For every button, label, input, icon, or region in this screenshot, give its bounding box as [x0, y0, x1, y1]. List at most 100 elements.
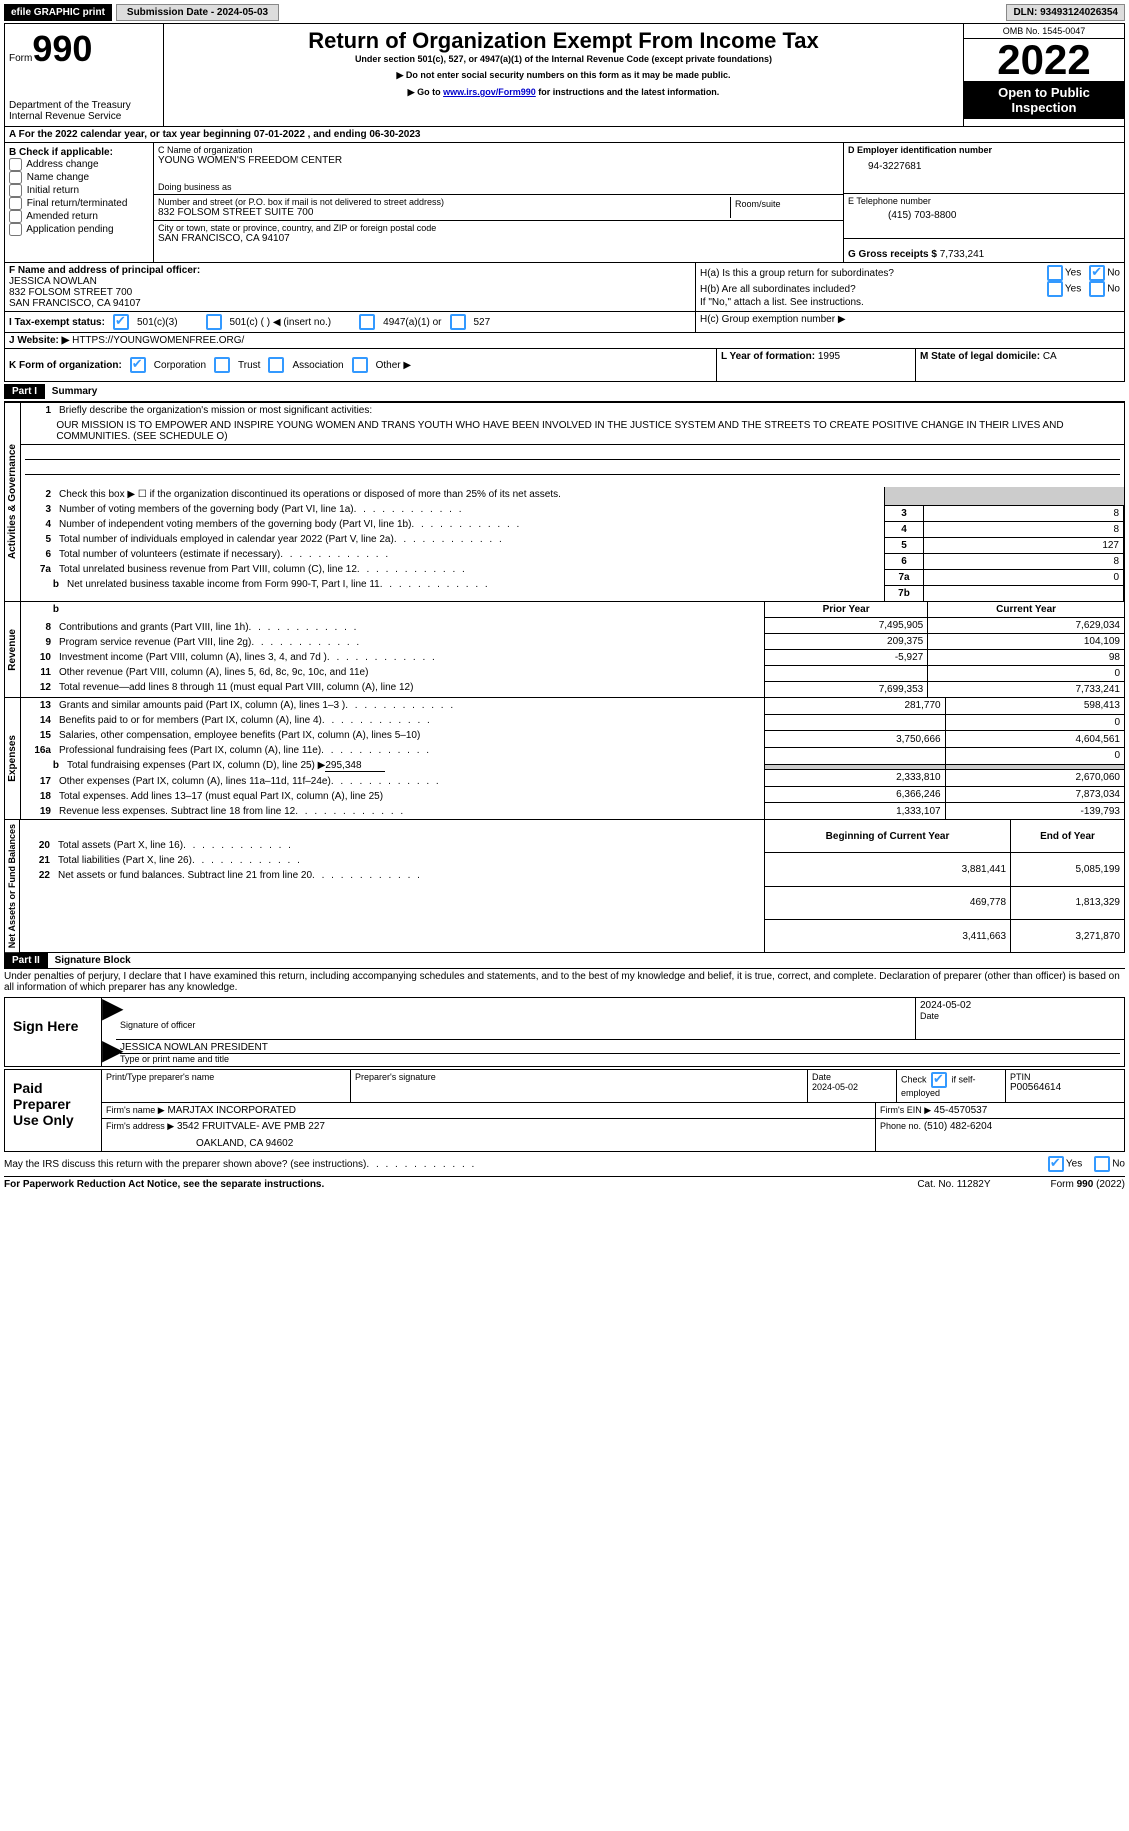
revenue-values: Prior YearCurrent Year 7,495,9057,629,03… — [764, 602, 1124, 697]
val-16ac: 0 — [945, 748, 1124, 765]
form-header: Form990 Department of the Treasury Inter… — [5, 24, 1124, 126]
chk-4947[interactable] — [359, 314, 375, 330]
ha-no[interactable] — [1089, 265, 1105, 281]
type-name-label: Type or print name and title — [120, 1054, 1120, 1064]
dba-label: Doing business as — [158, 182, 839, 192]
ein-value: 94-3227681 — [848, 155, 1120, 172]
preparer-row2: Firm's name ▶ MARJTAX INCORPORATED Firm'… — [102, 1103, 1124, 1119]
vlabel-expenses-wrap: Expenses — [5, 698, 21, 819]
chk-trust[interactable] — [214, 357, 230, 373]
may-irs-yes[interactable] — [1048, 1156, 1064, 1172]
line-15: 15Salaries, other compensation, employee… — [21, 728, 764, 743]
lbl-name-change: Name change — [27, 172, 89, 183]
chk-501c3[interactable] — [113, 314, 129, 330]
chk-self-employed[interactable] — [931, 1072, 947, 1088]
irs-link[interactable]: www.irs.gov/Form990 — [443, 87, 536, 97]
vlabel-governance: Activities & Governance — [5, 440, 20, 563]
dln-box: DLN: 93493124026354 — [1006, 4, 1125, 21]
header-right: OMB No. 1545-0047 2022 Open to Public In… — [964, 24, 1124, 126]
top-bar: efile GRAPHIC print Submission Date - 20… — [4, 4, 1125, 21]
footer-pra: For Paperwork Reduction Act Notice, see … — [4, 1179, 324, 1190]
line-13-label: Grants and similar amounts paid (Part IX… — [59, 700, 345, 711]
chk-initial-return[interactable] — [9, 184, 22, 197]
hc-cell: H(c) Group exemption number ▶ — [696, 312, 1124, 332]
firm-ein-label: Firm's EIN ▶ — [880, 1105, 931, 1115]
chk-corp[interactable] — [130, 357, 146, 373]
lbl-501c3: 501(c)(3) — [137, 317, 178, 328]
ha-row: H(a) Is this a group return for subordin… — [700, 265, 1120, 281]
val-11c: 0 — [928, 666, 1124, 682]
may-irs-label: May the IRS discuss this return with the… — [4, 1159, 366, 1170]
officer-addr2: SAN FRANCISCO, CA 94107 — [9, 298, 691, 309]
row-klm: K Form of organization: Corporation Trus… — [5, 348, 1124, 381]
line-16a: 16aProfessional fundraising fees (Part I… — [21, 743, 764, 758]
val-15c: 4,604,561 — [945, 731, 1124, 748]
dept-irs: Internal Revenue Service — [9, 111, 159, 122]
submission-date[interactable]: Submission Date - 2024-05-03 — [116, 4, 279, 21]
val-22c: 3,271,870 — [1011, 920, 1124, 953]
line-7b: bNet unrelated business taxable income f… — [21, 577, 884, 592]
ha-yes[interactable] — [1047, 265, 1063, 281]
tax-year: 2022 — [964, 39, 1124, 81]
line-17-label: Other expenses (Part IX, column (A), lin… — [59, 776, 331, 787]
goto-post: for instructions and the latest informat… — [536, 87, 720, 97]
section-netassets: Net Assets or Fund Balances 20Total asse… — [5, 819, 1124, 952]
chk-assoc[interactable] — [268, 357, 284, 373]
part1-body: Activities & Governance 1Briefly describ… — [4, 401, 1125, 953]
val-4: 8 — [924, 522, 1124, 538]
lbl-corp: Corporation — [154, 360, 206, 371]
firm-addr-label: Firm's address ▶ — [106, 1121, 174, 1131]
chk-app-pending[interactable] — [9, 223, 22, 236]
line-12-label: Total revenue—add lines 8 through 11 (mu… — [59, 682, 413, 693]
may-irs-no[interactable] — [1094, 1156, 1110, 1172]
may-irs-yes-lbl: Yes — [1066, 1159, 1082, 1170]
revenue-text-col: b 8Contributions and grants (Part VIII, … — [21, 602, 764, 697]
chk-527[interactable] — [450, 314, 466, 330]
paid-preparer-label: Paid Preparer Use Only — [5, 1070, 101, 1151]
lbl-assoc: Association — [292, 360, 343, 371]
hb-no[interactable] — [1089, 281, 1105, 297]
vlabel-expenses: Expenses — [5, 731, 20, 786]
section-revenue: Revenue b 8Contributions and grants (Par… — [5, 601, 1124, 697]
chk-other[interactable] — [352, 357, 368, 373]
prep-name-label: Print/Type preparer's name — [106, 1072, 346, 1082]
lbl-other: Other ▶ — [376, 360, 411, 371]
netassets-lines: 20Total assets (Part X, line 16) 21Total… — [20, 820, 1124, 952]
hb-no-lbl: No — [1107, 284, 1120, 295]
line-1-label: Briefly describe the organization's miss… — [59, 405, 372, 416]
sign-here-row: Sign Here ▶ Signature of officer 2024-05… — [5, 998, 1124, 1066]
header-center: Return of Organization Exempt From Incom… — [164, 24, 964, 126]
may-irs-no-lbl: No — [1112, 1159, 1125, 1170]
expenses-values: 281,770598,413 0 3,750,6664,604,561 0 2,… — [764, 698, 1124, 819]
street-label: Number and street (or P.O. box if mail i… — [158, 197, 730, 207]
chk-address-change[interactable] — [9, 158, 22, 171]
org-name: YOUNG WOMEN'S FREEDOM CENTER — [158, 155, 839, 166]
form-container: Form990 Department of the Treasury Inter… — [4, 23, 1125, 382]
hb-yes[interactable] — [1047, 281, 1063, 297]
room-label: Room/suite — [735, 199, 835, 209]
header-left: Form990 Department of the Treasury Inter… — [5, 24, 164, 126]
officer-name-title: JESSICA NOWLAN PRESIDENT — [120, 1042, 1120, 1054]
firm-addr1: 3542 FRUITVALE- AVE PMB 227 — [177, 1121, 325, 1132]
part2-title: Signature Block — [51, 953, 135, 968]
org-name-label: C Name of organization — [158, 145, 839, 155]
chk-amended-return[interactable] — [9, 210, 22, 223]
line-22-label: Net assets or fund balances. Subtract li… — [58, 870, 312, 881]
col-de: D Employer identification number 94-3227… — [843, 143, 1124, 262]
efile-btn[interactable]: efile GRAPHIC print — [4, 4, 112, 21]
group-return-cell: H(a) Is this a group return for subordin… — [696, 263, 1124, 311]
line-11: 11Other revenue (Part VIII, column (A), … — [21, 665, 764, 680]
footer-row: For Paperwork Reduction Act Notice, see … — [4, 1177, 1125, 1192]
line-8-label: Contributions and grants (Part VIII, lin… — [59, 622, 249, 633]
chk-501c[interactable] — [206, 314, 222, 330]
vlabel-governance-wrap: Activities & Governance — [5, 403, 21, 601]
declaration-text: Under penalties of perjury, I declare th… — [4, 968, 1125, 995]
preparer-row3: Firm's address ▶ 3542 FRUITVALE- AVE PMB… — [102, 1119, 1124, 1151]
row-j: J Website: ▶ HTTPS://YOUNGWOMENFREE.ORG/ — [5, 332, 1124, 348]
netassets-text-col: 20Total assets (Part X, line 16) 21Total… — [20, 820, 764, 952]
chk-final-return[interactable] — [9, 197, 22, 210]
chk-name-change[interactable] — [9, 171, 22, 184]
val-17c: 2,670,060 — [945, 769, 1124, 786]
line-12: 12Total revenue—add lines 8 through 11 (… — [21, 680, 764, 695]
prep-name-cell: Print/Type preparer's name — [102, 1070, 351, 1102]
